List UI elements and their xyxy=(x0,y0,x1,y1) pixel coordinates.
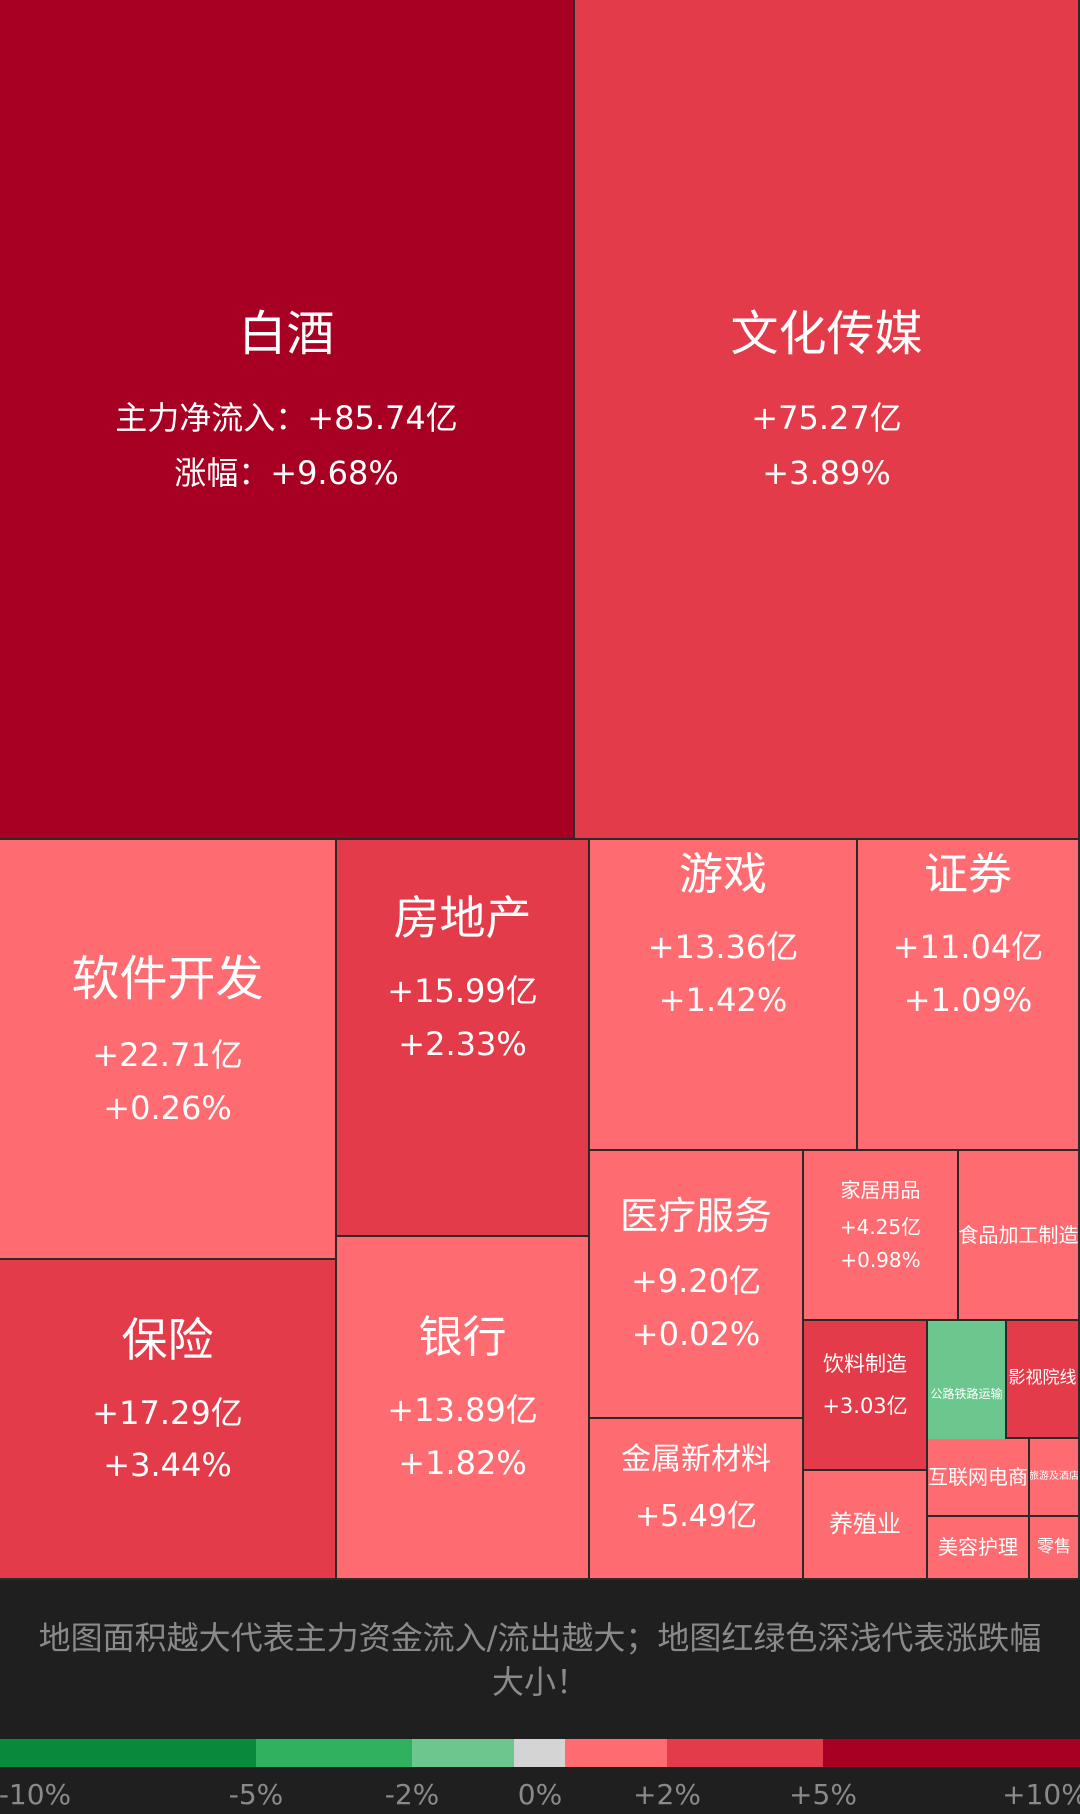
scale-segment xyxy=(256,1739,412,1767)
sector-treemap: 白酒主力净流入：+85.74亿 涨幅：+9.68% 文化传媒 +75.27亿 +3.89… xyxy=(0,0,1080,1580)
sector-tile-securities[interactable]: 证券 +11.04亿 +1.09% xyxy=(858,840,1080,1151)
sector-name: 房地产 xyxy=(393,891,532,946)
sector-tile-film-cinema[interactable]: 影视院线 xyxy=(1007,1321,1080,1439)
sector-tile-games[interactable]: 游戏 +13.36亿 +1.42% xyxy=(590,840,858,1151)
scale-segment xyxy=(412,1739,514,1767)
sector-change: +1.09% xyxy=(903,980,1033,1019)
sector-tile-internet-ecommerce[interactable]: 互联网电商 xyxy=(928,1439,1030,1517)
sector-tile-culture-media[interactable]: 文化传媒 +75.27亿 +3.89% xyxy=(575,0,1080,840)
scale-segment xyxy=(667,1739,823,1767)
sector-inflow: +11.04亿 xyxy=(892,928,1044,966)
scale-segment xyxy=(565,1739,667,1767)
sector-name: 银行 xyxy=(418,1312,507,1364)
sector-tile-home-goods[interactable]: 家居用品 +4.25亿 +0.98% xyxy=(804,1151,959,1321)
sector-tile-retail[interactable]: 零售 xyxy=(1030,1517,1080,1580)
sector-inflow: +75.27亿 xyxy=(751,398,902,437)
sector-change: 涨幅：+9.68% xyxy=(174,453,399,492)
sector-tile-food-processing[interactable]: 食品加工制造 xyxy=(959,1151,1080,1321)
color-scale-bar xyxy=(0,1739,1080,1767)
sector-name: 美容护理 xyxy=(938,1535,1018,1559)
scale-segment xyxy=(0,1739,256,1767)
sector-name: 互联网电商 xyxy=(928,1464,1028,1489)
sector-change: +0.98% xyxy=(840,1247,921,1272)
sector-name: 证券 xyxy=(924,849,1012,901)
sector-inflow: +22.71亿 xyxy=(92,1035,243,1074)
sector-change: +3.89% xyxy=(762,453,891,492)
sector-tile-banking[interactable]: 银行 +13.89亿 +1.82% xyxy=(337,1237,590,1580)
scale-label: +5% xyxy=(789,1778,857,1811)
sector-inflow: +9.20亿 xyxy=(630,1262,762,1301)
sector-tile-insurance[interactable]: 保险 +17.29亿 +3.44% xyxy=(0,1260,337,1580)
sector-tile-software-dev[interactable]: 软件开发 +22.71亿 +0.26% xyxy=(0,840,337,1260)
sector-name: 游戏 xyxy=(679,849,767,901)
legend-info: 地图面积越大代表主力资金流入/流出越大；地图红绿色深浅代表涨跌幅大小！ xyxy=(0,1580,1080,1740)
sector-inflow: +3.03亿 xyxy=(822,1394,908,1418)
sector-name: 白酒 xyxy=(238,305,335,362)
sector-name: 医疗服务 xyxy=(619,1194,772,1239)
sector-tile-beauty-care[interactable]: 美容护理 xyxy=(928,1517,1030,1580)
sector-tile-tourism-hotels[interactable]: 旅游及酒店 xyxy=(1030,1439,1080,1517)
sector-tile-medical-services[interactable]: 医疗服务 +9.20亿 +0.02% xyxy=(590,1151,804,1419)
sector-name: 金属新材料 xyxy=(621,1442,771,1477)
sector-name: 旅游及酒店 xyxy=(1030,1471,1079,1483)
sector-inflow: +5.49亿 xyxy=(635,1498,757,1534)
sector-tile-baijiu[interactable]: 白酒主力净流入：+85.74亿 涨幅：+9.68% xyxy=(0,0,575,840)
sector-name: 保险 xyxy=(121,1312,214,1367)
scale-label: +10% xyxy=(1002,1778,1080,1811)
scale-label: -5% xyxy=(228,1778,284,1811)
sector-inflow: +15.99亿 xyxy=(387,972,538,1011)
sector-name: 文化传媒 xyxy=(730,305,923,362)
sector-inflow: 主力净流入：+85.74亿 xyxy=(115,398,458,437)
sector-name: 食品加工制造 xyxy=(959,1222,1079,1247)
scale-label: 0% xyxy=(517,1778,563,1811)
sector-name: 影视院线 xyxy=(1008,1368,1077,1389)
sector-tile-real-estate[interactable]: 房地产 +15.99亿 +2.33% xyxy=(337,840,590,1237)
sector-change: +1.82% xyxy=(398,1443,527,1482)
legend-description: 地图面积越大代表主力资金流入/流出越大；地图红绿色深浅代表涨跌幅大小！ xyxy=(38,1619,1042,1701)
sector-inflow: +13.89亿 xyxy=(387,1391,538,1429)
sector-name: 零售 xyxy=(1037,1536,1071,1557)
scale-segment xyxy=(514,1739,565,1767)
sector-change: +2.33% xyxy=(398,1024,527,1063)
sector-inflow: +17.29亿 xyxy=(92,1393,243,1432)
sector-name: 家居用品 xyxy=(840,1177,921,1202)
sector-inflow: +4.25亿 xyxy=(839,1214,922,1239)
sector-tile-metal-new-materials[interactable]: 金属新材料 +5.49亿 xyxy=(590,1419,804,1580)
sector-name: 饮料制造 xyxy=(823,1351,907,1376)
sector-change: +0.26% xyxy=(103,1088,232,1127)
sector-inflow: +13.36亿 xyxy=(647,928,799,966)
scale-label: -10% xyxy=(0,1778,72,1811)
scale-segment xyxy=(823,1739,1080,1767)
sector-tile-beverage-manufacturing[interactable]: 饮料制造 +3.03亿 xyxy=(804,1321,928,1471)
scale-label: -2% xyxy=(384,1778,440,1811)
sector-change: +3.44% xyxy=(103,1446,232,1485)
sector-tile-aquaculture-livestock[interactable]: 养殖业 xyxy=(804,1471,928,1580)
sector-name: 养殖业 xyxy=(829,1509,901,1538)
sector-change: +1.42% xyxy=(658,980,788,1019)
sector-name: 软件开发 xyxy=(71,950,264,1007)
sector-change: +0.02% xyxy=(631,1314,761,1353)
sector-name: 公路铁路运输 xyxy=(930,1387,1003,1402)
scale-label: +2% xyxy=(633,1778,701,1811)
color-scale-labels: -10% -5% -2% 0% +2% +5% +10% xyxy=(0,1768,1080,1814)
